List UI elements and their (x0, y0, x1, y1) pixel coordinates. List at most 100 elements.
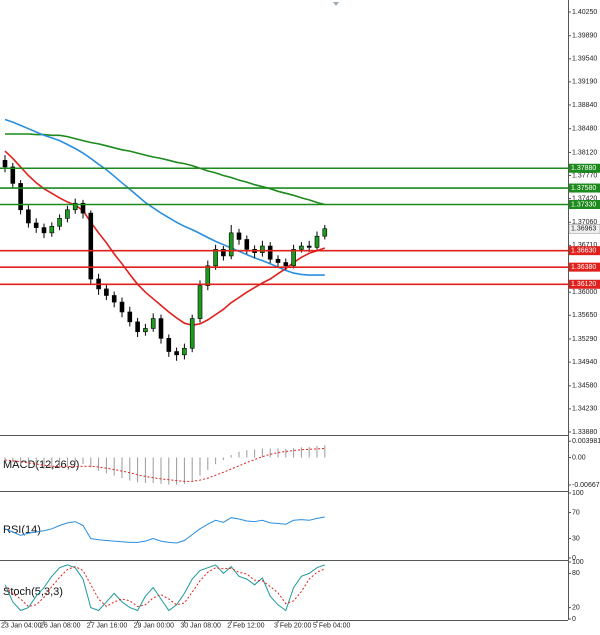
level-label: 1.36380 (571, 264, 596, 271)
candle-body (104, 288, 109, 296)
scroll-marker (333, 2, 339, 6)
candle-body (260, 245, 265, 253)
y-tick-label: 1.36710 (572, 242, 597, 249)
y-tick-label: 1.37770 (572, 172, 597, 179)
x-tick-label: 2 Feb 12:00 (227, 622, 264, 629)
y-tick-label: 30 (572, 535, 580, 542)
x-tick-label: 3 Feb 20:00 (274, 622, 311, 629)
y-tick-label: 20 (572, 604, 580, 611)
candle-body (88, 212, 94, 280)
y-tick-label: 1.34580 (572, 383, 597, 390)
y-tick-label: 70 (572, 509, 580, 516)
level-tag (569, 246, 600, 256)
candle-body (65, 209, 70, 219)
y-tick-label: 1.39890 (572, 33, 597, 40)
y-tick-label: 1.35290 (572, 336, 597, 343)
candle-body (267, 245, 273, 260)
level-tag (569, 163, 600, 173)
level-label: 1.36630 (571, 248, 596, 255)
candle-body (221, 249, 226, 257)
candle-body (111, 295, 117, 303)
candle-body (143, 328, 148, 333)
y-tick-label: 0.00 (572, 454, 586, 461)
x-tick-label: 26 Jan 08:00 (40, 622, 81, 629)
y-tick-label: 0 (572, 555, 576, 562)
candle-body (189, 318, 195, 349)
candle-body (158, 318, 164, 339)
candle-body (314, 235, 320, 248)
candle-body (213, 249, 218, 267)
y-tick-label: 1.40250 (572, 9, 597, 16)
candle-body (306, 245, 312, 248)
level-tag (569, 183, 600, 193)
candle-body (182, 347, 187, 356)
level-tag (569, 279, 600, 289)
last-price-label: 1.36963 (571, 226, 596, 233)
y-tick-label: 0.003981 (572, 438, 600, 445)
candle-body (80, 202, 86, 214)
level-tag (569, 200, 600, 210)
x-tick-label: 29 Jan 00:00 (134, 622, 175, 629)
y-tick-label: 0 (572, 616, 576, 623)
y-tick-label: 1.38480 (572, 126, 597, 133)
candle-body (150, 318, 156, 329)
indicator-line (4, 448, 325, 482)
y-tick-label: 1.34230 (572, 406, 597, 413)
candle-body (33, 222, 39, 228)
candle-body (299, 245, 304, 250)
candle-body (127, 311, 133, 323)
candle-body (26, 209, 31, 224)
candle-body (135, 321, 140, 333)
candle-body (174, 351, 179, 356)
y-tick-label: 100 (572, 559, 584, 566)
moving-average (5, 133, 325, 206)
moving-average (4, 118, 325, 276)
candle-body (41, 227, 47, 234)
level-label: 1.36120 (571, 281, 596, 288)
candle-body (119, 301, 125, 313)
x-tick-label: 27 Jan 16:00 (87, 622, 128, 629)
candle-body (205, 265, 211, 286)
indicator-name: Stoch(5,3,3) (3, 586, 63, 598)
candle-body (236, 232, 242, 240)
y-tick-label: 1.37060 (572, 219, 597, 226)
candle-body (291, 249, 296, 267)
x-tick-label: 30 Jan 08:00 (180, 622, 221, 629)
y-tick-label: 80 (572, 570, 580, 577)
level-label: 1.37330 (571, 201, 596, 208)
candle-body (2, 160, 8, 168)
y-tick-label: 1.35650 (572, 312, 597, 319)
level-label: 1.37880 (571, 165, 596, 172)
candle-body (197, 285, 203, 319)
y-tick-label: 1.34940 (572, 359, 597, 366)
y-tick-label: 1.36000 (572, 289, 597, 296)
candle-body (10, 166, 16, 184)
candle-body (18, 183, 23, 211)
x-tick-label: 5 Feb 04:00 (313, 622, 350, 629)
y-tick-label: 1.38120 (572, 149, 597, 156)
last-price-tag (568, 223, 600, 234)
y-tick-label: 1.39190 (572, 79, 597, 86)
x-tick-label: 23 Jan 04:00 (1, 622, 42, 629)
level-tag (569, 262, 600, 272)
indicator-line (4, 516, 325, 544)
y-tick-label: 100 (572, 490, 584, 497)
candle-body (275, 258, 281, 263)
y-tick-label: 1.39540 (572, 56, 597, 63)
y-tick-label: 1.33880 (572, 429, 597, 436)
level-label: 1.37580 (571, 185, 596, 192)
indicator-line (4, 564, 325, 612)
candle-body (72, 202, 78, 211)
candle-body (283, 262, 289, 267)
candle-body (166, 338, 172, 352)
candle-body (322, 228, 328, 237)
candle-body (228, 232, 234, 257)
candle-body (49, 225, 55, 234)
indicator-line (4, 566, 326, 608)
candle-body (244, 239, 250, 250)
candle-body (57, 218, 62, 227)
y-tick-label: -0.006679 (572, 482, 600, 489)
